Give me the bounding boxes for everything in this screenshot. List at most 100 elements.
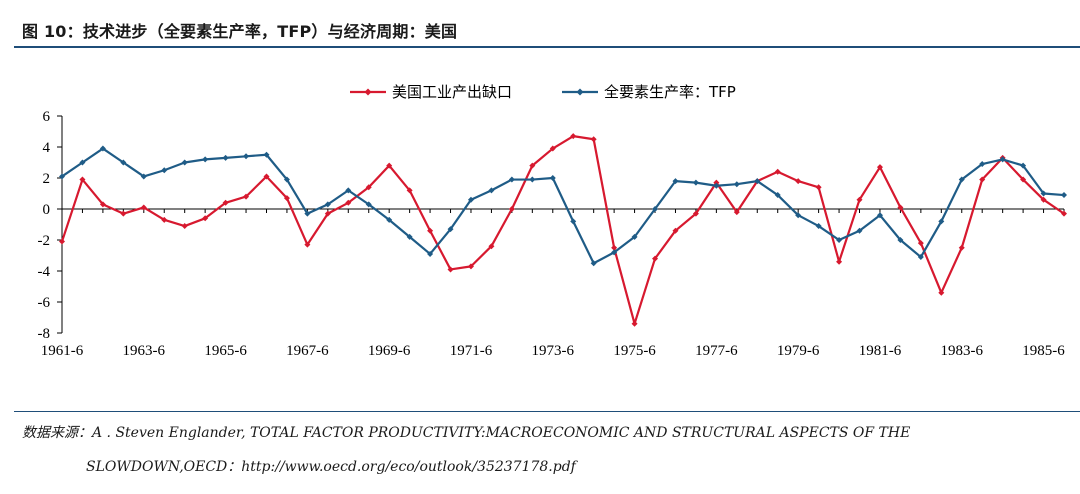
series-1-point: [427, 227, 434, 234]
series-1-point: [243, 193, 250, 200]
series-1-point: [549, 145, 556, 152]
series-2-point: [795, 212, 802, 219]
series-2-point: [243, 153, 250, 160]
series-1-point: [897, 204, 904, 211]
chart-legend: 美国工业产出缺口 全要素生产率：TFP: [350, 83, 736, 101]
series-1-point: [611, 244, 618, 251]
series-2-point: [324, 201, 331, 208]
series-1-point: [283, 195, 290, 202]
series-2-point: [181, 159, 188, 166]
series-1-point: [263, 173, 270, 180]
series-2-point: [508, 176, 515, 183]
series-1-point: [1040, 196, 1047, 203]
series-2-point: [406, 233, 413, 240]
series-1-point: [652, 255, 659, 262]
series-1-point: [529, 162, 536, 169]
y-tick-label: -4: [38, 264, 51, 280]
series-2-point: [733, 181, 740, 188]
y-tick-label: 4: [43, 140, 51, 156]
series-2-point: [304, 210, 311, 217]
x-tick-label: 1969-6: [368, 343, 411, 359]
series-1-point: [733, 209, 740, 216]
series-2-point: [79, 159, 86, 166]
series-2-point: [529, 176, 536, 183]
series-1-point: [488, 243, 495, 250]
series-1-point: [692, 210, 699, 217]
x-tick-label: 1981-6: [859, 343, 902, 359]
x-tick-label: 1985-6: [1022, 343, 1065, 359]
series-2-point: [202, 156, 209, 163]
series-1-point: [856, 196, 863, 203]
series-2-point: [836, 237, 843, 243]
series-1-point: [570, 133, 577, 140]
series-layer: [59, 133, 1067, 327]
series-2-point: [897, 237, 904, 243]
series-2-point: [386, 216, 393, 223]
x-tick-label: 1983-6: [941, 343, 984, 359]
x-tick-label: 1963-6: [123, 343, 166, 359]
y-tick-label: -2: [38, 233, 51, 249]
series-2-point: [876, 212, 883, 219]
series-1-point: [876, 164, 883, 171]
series-2-point: [120, 159, 127, 166]
series-2-point: [672, 178, 679, 185]
series-1-point: [304, 241, 311, 248]
series-2-point: [692, 179, 699, 186]
x-tick-label: 1967-6: [286, 343, 329, 359]
series-2-point: [222, 154, 229, 161]
y-tick-label: 2: [43, 171, 51, 187]
x-tick-label: 1975-6: [613, 343, 656, 359]
x-tick-label: 1977-6: [695, 343, 738, 359]
series-1-point: [795, 178, 802, 185]
series-1-point: [815, 184, 822, 191]
series-2-point: [938, 218, 945, 225]
series-2-point: [161, 167, 168, 174]
series-1-point: [324, 210, 331, 217]
y-tick-label: -6: [38, 295, 51, 311]
x-axis: 1961-6 1963-6 1965-6 1967-6 1969-6 1971-6 1973…: [41, 208, 1065, 359]
series-2-point: [754, 178, 761, 185]
series-1-point: [202, 215, 209, 222]
series-1-point: [222, 199, 229, 206]
series-1-point: [99, 201, 106, 208]
series-1-point: [508, 206, 515, 212]
legend-label-2: 全要素生产率：TFP: [604, 83, 736, 101]
series-1-point: [59, 238, 65, 245]
series-1-point: [120, 210, 127, 217]
series-1-point: [938, 289, 945, 296]
x-tick-label: 1961-6: [41, 343, 84, 359]
series-1-point: [774, 168, 781, 175]
x-tick-label: 1971-6: [450, 343, 493, 359]
series-1-point: [958, 244, 965, 251]
series-2-point: [427, 250, 434, 257]
series-2-point: [999, 156, 1006, 163]
series-2-point: [856, 227, 863, 234]
series-line-1: [60, 135, 1065, 325]
series-1-point: [79, 176, 86, 183]
series-1-point: [406, 187, 413, 194]
series-1-point: [672, 227, 679, 234]
series-1-point: [590, 136, 597, 143]
series-1-point: [713, 179, 720, 186]
y-tick-label: -8: [38, 326, 51, 342]
series-2-point: [631, 233, 638, 240]
series-2-point: [570, 218, 577, 225]
series-1-point: [467, 263, 474, 270]
series-1-point: [447, 266, 454, 273]
x-tick-label: 1979-6: [777, 343, 820, 359]
series-1-point: [1020, 176, 1027, 183]
series-2-point: [447, 226, 454, 233]
series-2-point: [549, 175, 556, 181]
series-2-point: [283, 176, 290, 183]
series-2-point: [345, 187, 352, 194]
y-tick-label: 6: [43, 109, 51, 125]
title-rule: [14, 46, 1080, 48]
series-2-point: [1040, 190, 1047, 197]
legend-marker-2: [576, 88, 584, 96]
y-axis: 6 4 2 0 -2 -4 -6 -8: [38, 109, 63, 342]
series-2-point: [488, 187, 495, 194]
figure-title: 图 10：技术进步（全要素生产率，TFP）与经济周期：美国: [22, 22, 458, 41]
x-tick-label: 1973-6: [532, 343, 575, 359]
series-2-point: [1020, 162, 1027, 169]
